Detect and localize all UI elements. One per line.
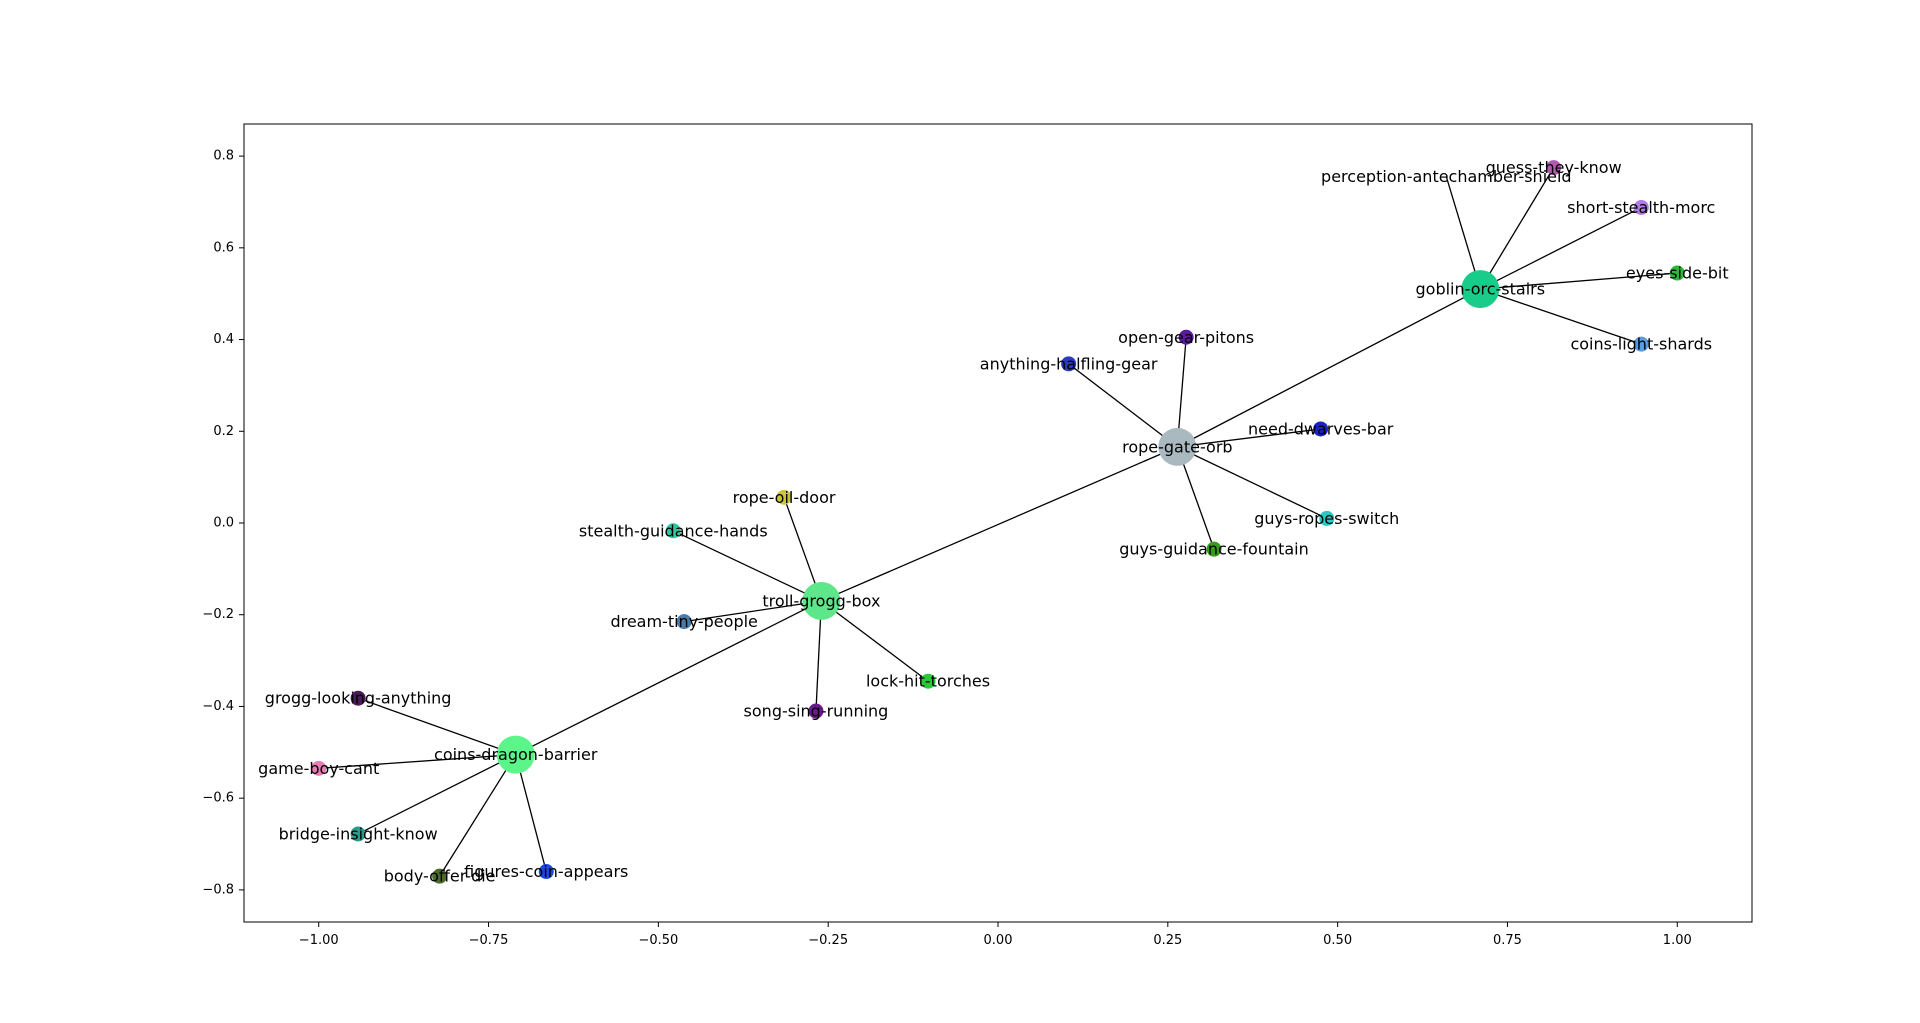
- node-label-guys-guidance-fountain: guys-guidance-fountain: [1119, 540, 1309, 559]
- y-tick-label: 0.6: [213, 240, 234, 255]
- node-label-bridge-insight-know: bridge-insight-know: [279, 824, 438, 843]
- edge-goblin-orc-stairs--short-stealth-morc: [1479, 206, 1642, 290]
- x-tick-label: 1.00: [1663, 933, 1692, 948]
- node-label-coins-dragon-barrier: coins-dragon-barrier: [434, 745, 598, 764]
- node-label-guess-they-know: guess-they-know: [1486, 158, 1622, 177]
- node-label-dream-tiny-people: dream-tiny-people: [610, 612, 757, 631]
- x-tick-label: 0.50: [1323, 933, 1352, 948]
- x-axis: −1.00 −0.75 −0.50 −0.25 0.00 0.25 0.50 0.75 1.00: [299, 922, 1692, 948]
- edge-coins-dragon-barrier--bridge-insight-know: [357, 754, 517, 835]
- y-tick-label: 0.4: [213, 332, 234, 347]
- edge-coins-dragon-barrier--game-boy-cant: [318, 753, 516, 770]
- y-tick-label: 0.8: [213, 149, 234, 164]
- node-label-eyes-side-bit: eyes-side-bit: [1626, 264, 1729, 283]
- node-rope-gate-orb: [1158, 427, 1197, 466]
- node-song-sing-running: [808, 703, 824, 719]
- node-label-guys-ropes-switch: guys-ropes-switch: [1254, 509, 1399, 528]
- x-tick-label: −0.75: [469, 933, 509, 948]
- y-tick-label: −0.8: [202, 882, 234, 897]
- node-label-need-dwarves-bar: need-dwarves-bar: [1248, 419, 1394, 438]
- edge-goblin-orc-stairs--eyes-side-bit: [1480, 272, 1678, 290]
- node-short-stealth-morc: [1633, 199, 1649, 215]
- edge-goblin-orc-stairs--guess-they-know: [1479, 167, 1555, 290]
- edge-coins-dragon-barrier--grogg-looking-anything: [357, 697, 516, 756]
- node-goblin-orc-stairs: [1461, 270, 1500, 309]
- y-tick-label: −0.6: [202, 791, 234, 806]
- node-label-lock-hit-torches: lock-hit-torches: [866, 672, 990, 691]
- node-label-grogg-looking-anything: grogg-looking-anything: [265, 689, 452, 708]
- node-label-short-stealth-morc: short-stealth-morc: [1567, 198, 1715, 217]
- node-bridge-insight-know: [350, 826, 366, 842]
- node-guys-guidance-fountain: [1206, 541, 1222, 557]
- node-figures-coin-appears: [538, 864, 554, 880]
- node-label-figures-coin-appears: figures-coin-appears: [464, 862, 628, 881]
- x-tick-label: 0.75: [1493, 933, 1522, 948]
- node-label-stealth-guidance-hands: stealth-guidance-hands: [579, 521, 768, 540]
- node-label-game-boy-cant: game-boy-cant: [258, 759, 379, 778]
- node-dream-tiny-people: [676, 614, 692, 630]
- y-tick-label: 0.2: [213, 424, 234, 439]
- x-tick-label: −0.50: [638, 933, 678, 948]
- edge-goblin-orc-stairs--coins-light-shards: [1480, 288, 1642, 345]
- edge-troll-grogg-box--dream-tiny-people: [684, 600, 822, 623]
- node-label-coins-light-shards: coins-light-shards: [1570, 335, 1712, 354]
- node-coins-dragon-barrier: [496, 735, 535, 774]
- node-label-open-gear-pitons: open-gear-pitons: [1118, 328, 1254, 347]
- x-tick-label: −0.25: [808, 933, 848, 948]
- x-tick-label: 0.00: [984, 933, 1013, 948]
- node-coins-light-shards: [1633, 336, 1649, 352]
- edge-rope-gate-orb--need-dwarves-bar: [1177, 428, 1321, 448]
- node-guys-ropes-switch: [1319, 510, 1335, 526]
- node-label-body-offer-die: body-offer-die: [384, 867, 496, 886]
- edge-coins-dragon-barrier--figures-coin-appears: [515, 754, 547, 872]
- edge-goblin-orc-stairs--rope-gate-orb: [1177, 288, 1481, 448]
- node-body-offer-die: [432, 868, 448, 884]
- edge-coins-dragon-barrier--body-offer-die: [439, 754, 517, 877]
- node-label-anything-halfling-gear: anything-halfling-gear: [980, 354, 1158, 373]
- x-tick-label: −1.00: [299, 933, 339, 948]
- node-need-dwarves-bar: [1313, 421, 1329, 437]
- node-grogg-looking-anything: [350, 690, 366, 706]
- y-axis: −0.8 −0.6 −0.4 −0.2 0.0 0.2 0.4 0.6 0.8: [202, 149, 244, 897]
- node-eyes-side-bit: [1669, 265, 1685, 281]
- edges-layer: [318, 167, 1678, 877]
- node-open-gear-pitons: [1178, 329, 1194, 345]
- y-tick-label: −0.2: [202, 607, 234, 622]
- node-anything-halfling-gear: [1061, 356, 1077, 372]
- node-label-goblin-orc-stairs: goblin-orc-stairs: [1416, 280, 1546, 299]
- node-label-song-sing-running: song-sing-running: [744, 702, 889, 721]
- edge-goblin-orc-stairs--perception-antechamber-shield: [1445, 176, 1481, 290]
- edge-rope-gate-orb--anything-halfling-gear: [1068, 363, 1178, 448]
- y-tick-label: 0.0: [213, 516, 234, 531]
- node-stealth-guidance-hands: [665, 523, 681, 539]
- node-labels-layer: goblin-orc-stairs rope-gate-orb troll-grog…: [258, 158, 1728, 886]
- node-guess-they-know: [1546, 160, 1562, 176]
- node-troll-grogg-box: [802, 581, 841, 620]
- node-game-boy-cant: [311, 760, 327, 776]
- edge-troll-grogg-box--lock-hit-torches: [820, 600, 929, 682]
- nodes-layer: [311, 160, 1685, 884]
- edge-rope-gate-orb--troll-grogg-box: [821, 446, 1178, 602]
- node-lock-hit-torches: [920, 673, 936, 689]
- edge-troll-grogg-box--stealth-guidance-hands: [673, 530, 822, 602]
- node-label-rope-gate-orb: rope-gate-orb: [1122, 437, 1232, 456]
- node-rope-oil-door: [776, 489, 792, 505]
- x-tick-label: 0.25: [1153, 933, 1182, 948]
- node-label-troll-grogg-box: troll-grogg-box: [762, 591, 880, 610]
- edge-rope-gate-orb--guys-ropes-switch: [1177, 446, 1328, 520]
- node-label-perception-antechamber-shield: perception-antechamber-shield: [1321, 167, 1572, 186]
- edge-troll-grogg-box--coins-dragon-barrier: [515, 600, 822, 756]
- y-tick-label: −0.4: [202, 699, 234, 714]
- node-label-rope-oil-door: rope-oil-door: [733, 488, 836, 507]
